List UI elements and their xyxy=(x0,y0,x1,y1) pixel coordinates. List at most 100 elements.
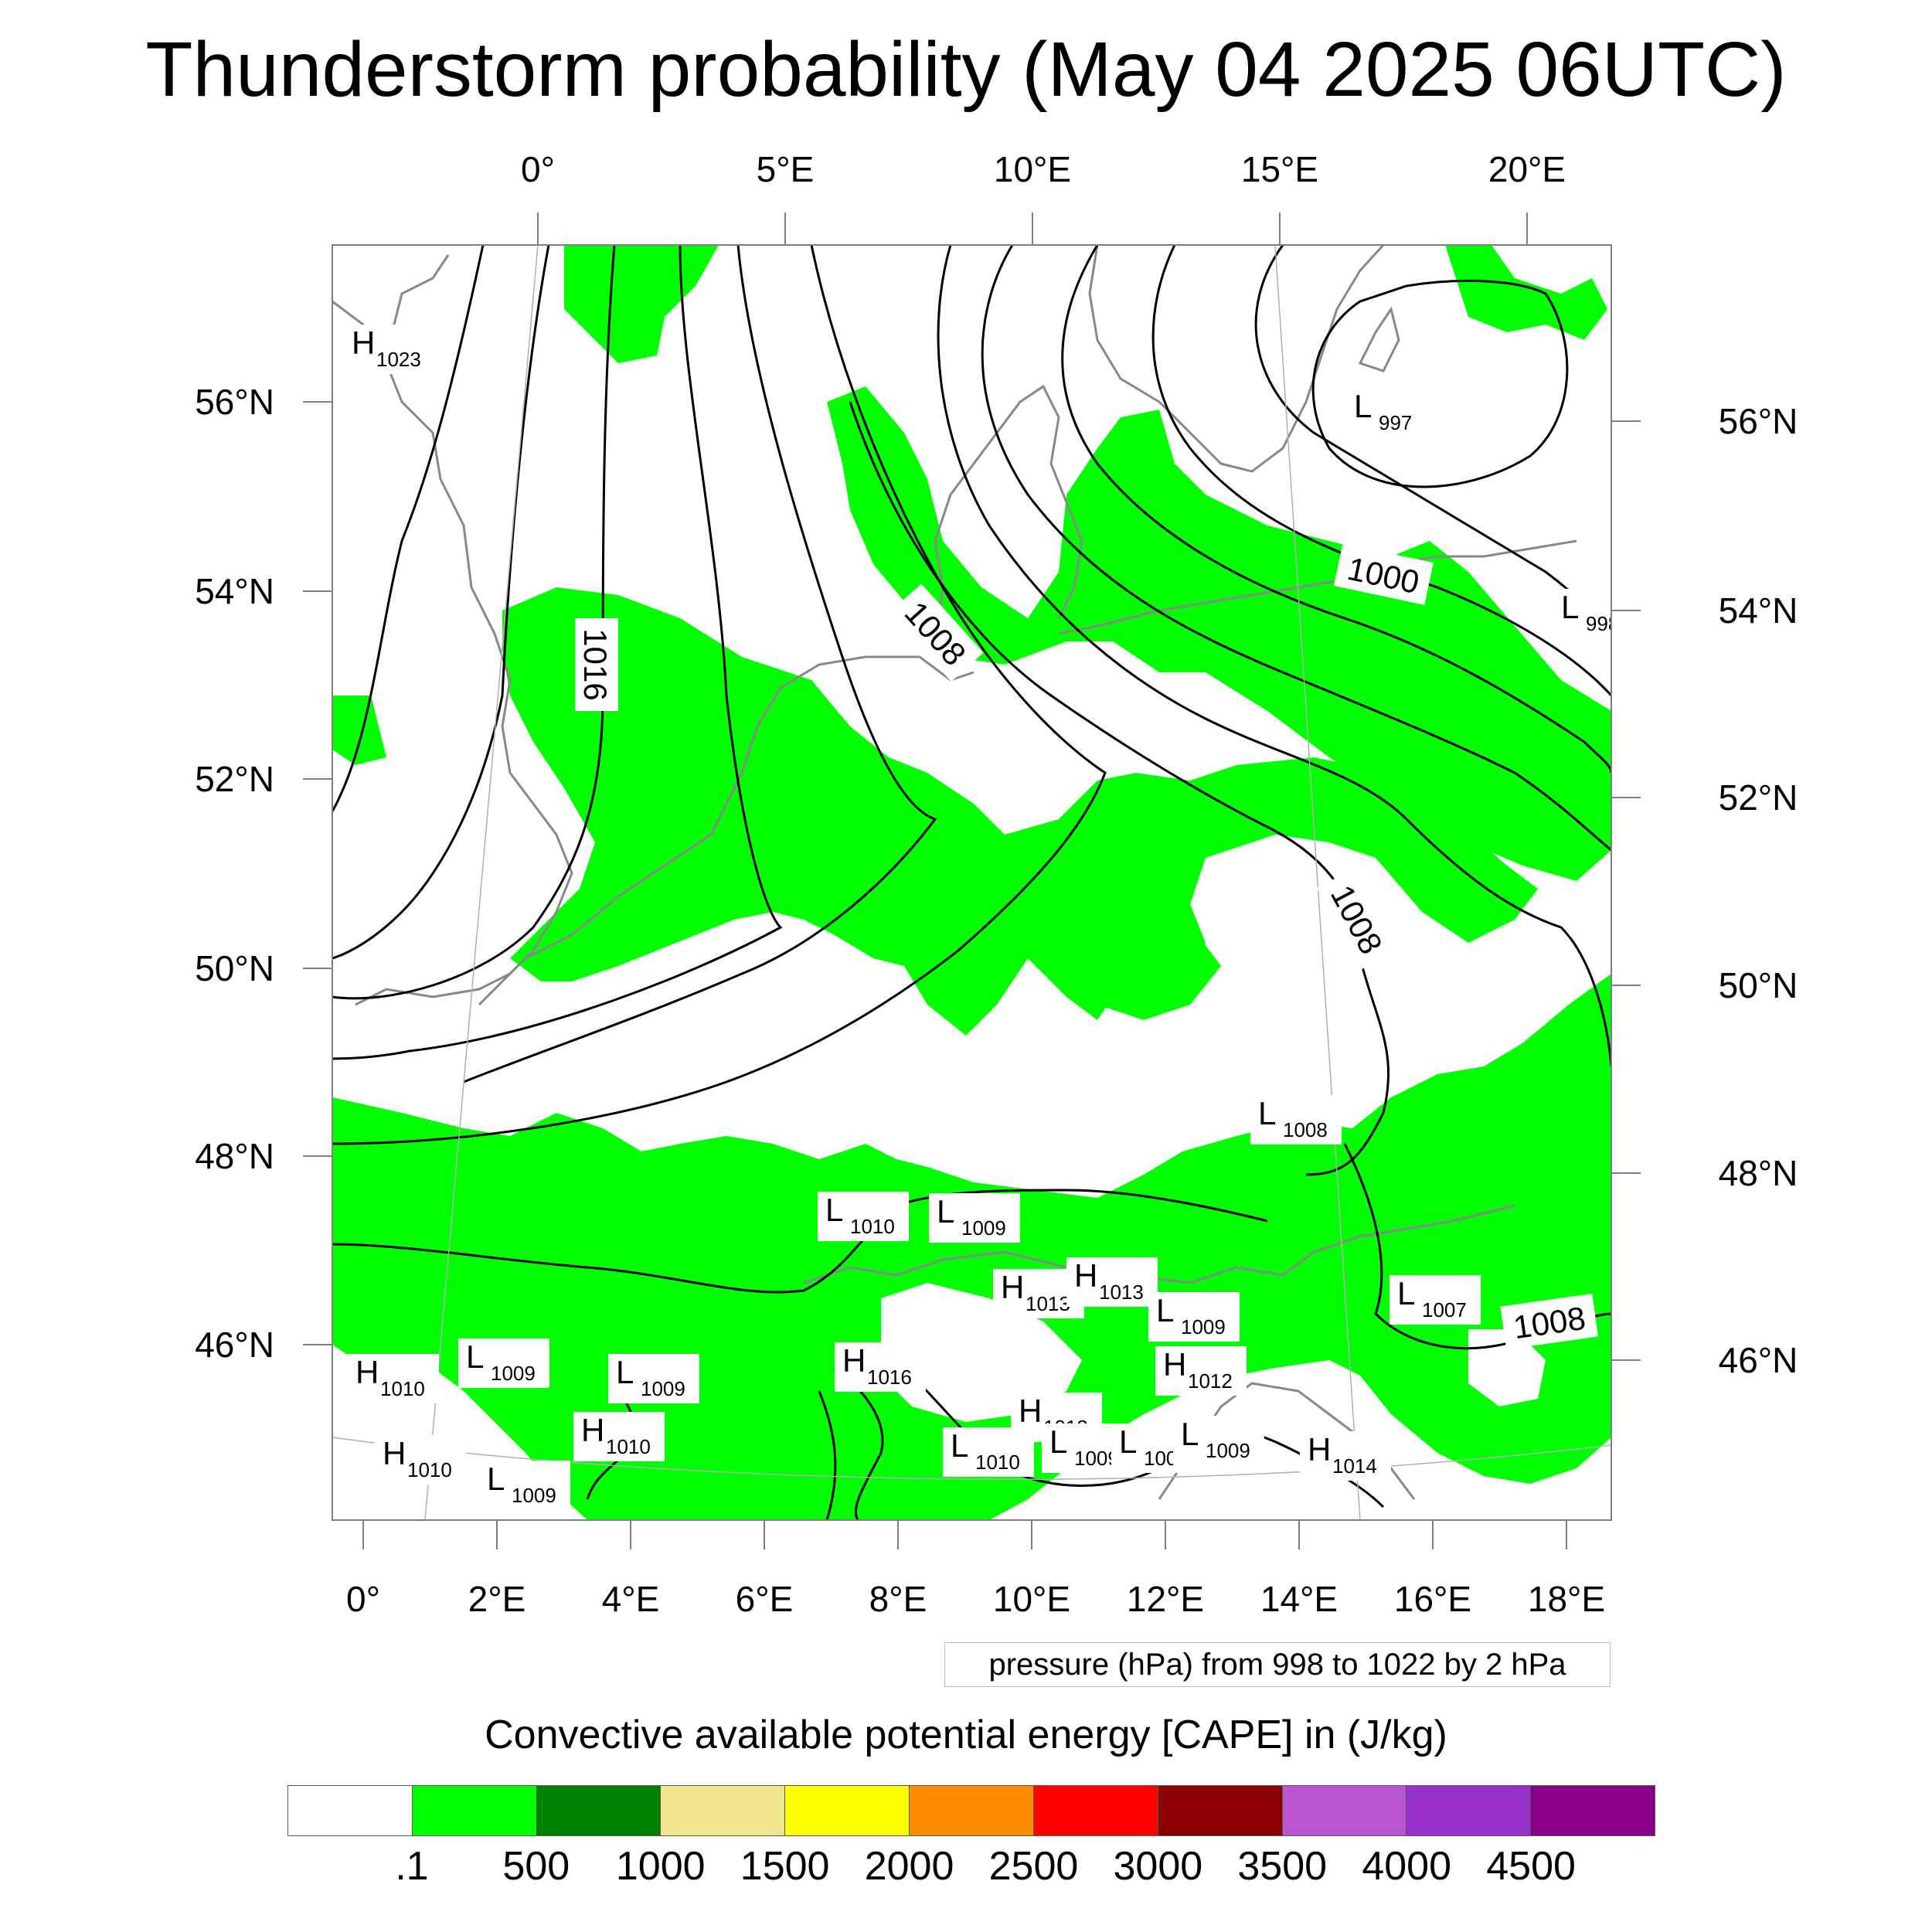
left-axis-label: 54°N xyxy=(195,571,274,611)
bottom-axis-label: 2°E xyxy=(468,1579,526,1619)
pressure-center-bg xyxy=(458,1338,549,1388)
pressure-center-bg xyxy=(835,1342,926,1392)
top-axis-label: 15°E xyxy=(1241,149,1318,189)
pressure-center-value: 1012 xyxy=(1188,1369,1233,1393)
bottom-axis-label: 18°E xyxy=(1528,1579,1605,1619)
bottom-axis-label: 8°E xyxy=(869,1579,927,1619)
colorbar-label: 3000 xyxy=(1113,1844,1203,1889)
pressure-center-letter: L xyxy=(616,1354,634,1390)
pressure-center-letter: L xyxy=(1181,1416,1199,1452)
pressure-center-value: 1009 xyxy=(1206,1439,1250,1462)
pressure-center-marker: H 1010 xyxy=(573,1412,665,1461)
pressure-center-value: 998 xyxy=(1586,612,1619,635)
pressure-center-value: 1009 xyxy=(961,1216,1006,1240)
colorbar-label: 4500 xyxy=(1486,1844,1576,1889)
isobar-1004 xyxy=(981,245,1611,852)
right-axis-label: 46°N xyxy=(1719,1340,1798,1380)
pressure-center-letter: H xyxy=(1019,1393,1042,1429)
pressure-center-letter: L xyxy=(1397,1275,1415,1311)
pressure-center-bg xyxy=(1389,1275,1481,1325)
colorbar-label: 4000 xyxy=(1362,1844,1452,1889)
pressure-center-letter: L xyxy=(1258,1095,1276,1131)
bottom-axis-label: 0° xyxy=(346,1579,380,1619)
pressure-center-value: 1009 xyxy=(491,1362,536,1385)
left-axis-label: 50°N xyxy=(195,948,274,988)
colorbar-cell xyxy=(1406,1786,1532,1835)
colorbar-cell xyxy=(1531,1786,1655,1835)
isobar-south-1010 xyxy=(332,1189,1268,1294)
bottom-axis-label: 12°E xyxy=(1127,1579,1204,1619)
pressure-center-marker: H 1014 xyxy=(1300,1431,1391,1481)
isobar-1006 xyxy=(937,245,1611,1067)
right-axis-label: 54°N xyxy=(1719,590,1798,631)
colorbar-cell xyxy=(910,1786,1034,1835)
pressure-center-marker: L 1010 xyxy=(818,1192,909,1241)
pressure-center-value: 1010 xyxy=(606,1435,651,1458)
pressure-center-letter: H xyxy=(1163,1346,1186,1383)
isobar-1010 xyxy=(332,245,1107,1145)
pressure-center-value: 1013 xyxy=(1026,1292,1070,1315)
pressure-center-value: 1009 xyxy=(641,1377,685,1400)
bottom-axis-label: 14°E xyxy=(1260,1579,1338,1619)
pressure-center-letter: H xyxy=(383,1435,406,1471)
pressure-center-marker: H 1012 xyxy=(1155,1346,1247,1396)
pressure-center-marker: H 1023 xyxy=(344,325,435,374)
pressure-center-letter: H xyxy=(1308,1431,1331,1468)
isobar-1000 xyxy=(1151,245,1611,697)
colorbar-cell xyxy=(412,1786,537,1835)
pressure-center-value: 1009 xyxy=(1181,1315,1226,1338)
pressure-center-value: 1007 xyxy=(1422,1298,1467,1321)
pressure-center-bg xyxy=(1553,589,1611,638)
bottom-axis-label: 4°E xyxy=(602,1579,660,1619)
pressure-center-marker: L 1009 xyxy=(1148,1292,1240,1342)
pressure-center-letter: L xyxy=(937,1193,954,1230)
pressure-center-letter: L xyxy=(1119,1423,1137,1460)
pressure-center-letter: L xyxy=(1156,1292,1174,1328)
coastline-sweden xyxy=(1088,245,1385,473)
pressure-center-value: 1010 xyxy=(850,1215,895,1238)
colorbar-cell xyxy=(661,1786,786,1835)
pressure-center-letter: L xyxy=(466,1338,484,1375)
pressure-center-marker: L 1010 xyxy=(943,1427,1034,1477)
coastline-continent-north xyxy=(478,655,975,1006)
pressure-center-bg xyxy=(608,1354,699,1403)
colorbar-label: 2500 xyxy=(988,1844,1079,1889)
pressure-center-bg xyxy=(818,1192,909,1241)
coastline-gotland xyxy=(1358,306,1400,372)
pressure-center-bg xyxy=(1250,1095,1342,1145)
pressure-center-marker: L 1007 xyxy=(1389,1275,1481,1325)
pressure-center-value: 1016 xyxy=(867,1366,912,1389)
pressure-center-bg xyxy=(1148,1292,1240,1342)
pressure-center-letter: H xyxy=(1001,1269,1024,1305)
pressure-center-marker: L 1008 xyxy=(1250,1095,1342,1145)
pressure-center-value: 997 xyxy=(1379,411,1412,434)
isobar-label-1008-east: 1008 xyxy=(1316,867,1399,971)
right-axis-label: 56°N xyxy=(1719,401,1798,441)
pressure-center-letter: H xyxy=(1074,1257,1097,1294)
colorbar-cell xyxy=(536,1786,662,1835)
coastline-britain-east xyxy=(332,300,573,1006)
pressure-center-bg xyxy=(573,1412,665,1461)
pressure-center-value: 1009 xyxy=(512,1484,556,1507)
pressure-center-letter: L xyxy=(1354,388,1372,424)
pressure-center-letter: L xyxy=(825,1192,843,1228)
colorbar-cell xyxy=(1158,1786,1283,1835)
coastline-baltic-south xyxy=(1058,539,1577,635)
pressure-center-marker: L 998 xyxy=(1553,589,1619,638)
isobar-1020-a xyxy=(332,245,485,812)
pressure-center-marker: L 1009 xyxy=(608,1354,699,1403)
pressure-center-value: 1023 xyxy=(376,348,421,371)
axes-layer: 0° 5°E 10°E 15°E 20°E 0° 2°E 4°E 6°E 8°E 10°E 12°E 1… xyxy=(195,149,1798,1619)
map-title: Thunderstorm probability (May 04 2025 06… xyxy=(145,26,1787,113)
colorbar-labels: .1 500 1000 1500 2000 2500 3000 3500 4000 4500 xyxy=(0,1843,1932,1897)
bottom-axis-label: 10°E xyxy=(993,1579,1070,1619)
top-axis-label: 5°E xyxy=(757,149,815,189)
pressure-center-letter: L xyxy=(1049,1423,1067,1460)
plot-frame xyxy=(332,244,1612,1521)
pressure-center-value: 1013 xyxy=(1099,1281,1144,1304)
cape-region-central-band xyxy=(502,587,1538,1036)
cape-region-northsea-top xyxy=(564,245,719,363)
pressure-center-value: 1014 xyxy=(1332,1454,1377,1478)
